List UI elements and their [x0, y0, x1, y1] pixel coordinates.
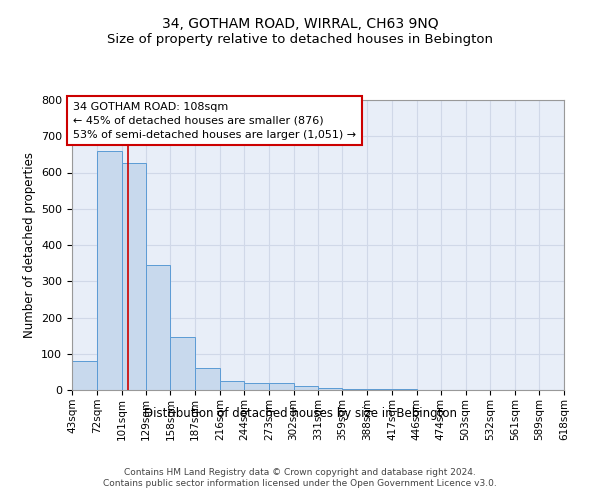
Bar [122, 164, 146, 390]
Text: Size of property relative to detached houses in Bebington: Size of property relative to detached ho… [107, 32, 493, 46]
Bar [170, 338, 195, 390]
Text: 34 GOTHAM ROAD: 108sqm
← 45% of detached houses are smaller (876)
53% of semi-de: 34 GOTHAM ROAD: 108sqm ← 45% of detached… [73, 102, 356, 140]
Text: 34, GOTHAM ROAD, WIRRAL, CH63 9NQ: 34, GOTHAM ROAD, WIRRAL, CH63 9NQ [161, 18, 439, 32]
Bar [195, 368, 220, 390]
Text: Contains HM Land Registry data © Crown copyright and database right 2024.
Contai: Contains HM Land Registry data © Crown c… [103, 468, 497, 487]
Y-axis label: Number of detached properties: Number of detached properties [23, 152, 35, 338]
Bar [269, 384, 293, 390]
Bar [244, 384, 269, 390]
Bar [72, 361, 97, 390]
Text: Distribution of detached houses by size in Bebington: Distribution of detached houses by size … [143, 408, 457, 420]
Bar [146, 265, 170, 390]
Bar [293, 386, 319, 390]
Bar [319, 388, 343, 390]
Bar [220, 381, 244, 390]
Bar [97, 151, 122, 390]
Bar [343, 389, 367, 390]
